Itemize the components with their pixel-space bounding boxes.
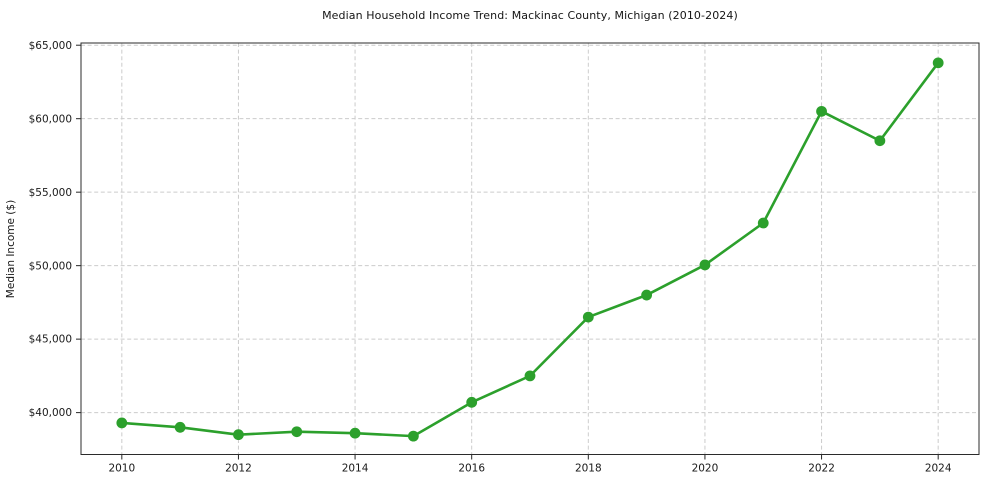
x-tick-label: 2018	[575, 463, 602, 475]
y-tick-label: $45,000	[29, 334, 72, 346]
data-point-2014	[349, 427, 361, 439]
x-tick-label: 2024	[925, 463, 952, 475]
data-point-2016	[466, 396, 478, 408]
data-point-2015	[407, 430, 419, 442]
data-point-2022	[816, 105, 827, 117]
data-point-2013	[291, 426, 303, 438]
data-point-2018	[582, 311, 594, 323]
y-tick-label: $65,000	[29, 40, 72, 52]
y-tick-label: $50,000	[29, 260, 72, 272]
data-point-2020	[699, 259, 711, 271]
data-point-2021	[757, 217, 769, 229]
chart-title: Median Household Income Trend: Mackinac …	[322, 9, 738, 22]
y-tick-label: $40,000	[29, 407, 72, 419]
x-tick-label: 2010	[108, 463, 135, 475]
y-tick-label: $55,000	[29, 187, 72, 199]
x-tick-label: 2022	[808, 463, 835, 475]
data-point-2011	[174, 421, 186, 433]
x-tick-label: 2012	[225, 463, 252, 475]
x-tick-label: 2016	[458, 463, 485, 475]
data-point-2024	[932, 57, 944, 69]
x-tick-label: 2014	[342, 463, 369, 475]
data-point-2012	[233, 429, 244, 441]
x-tick-label: 2020	[692, 463, 719, 475]
data-point-2019	[641, 289, 653, 301]
data-point-2023	[874, 135, 886, 147]
data-point-2010	[116, 417, 128, 429]
data-point-2017	[524, 370, 536, 382]
plot-border	[80, 42, 980, 455]
y-tick-label: $60,000	[29, 113, 72, 125]
